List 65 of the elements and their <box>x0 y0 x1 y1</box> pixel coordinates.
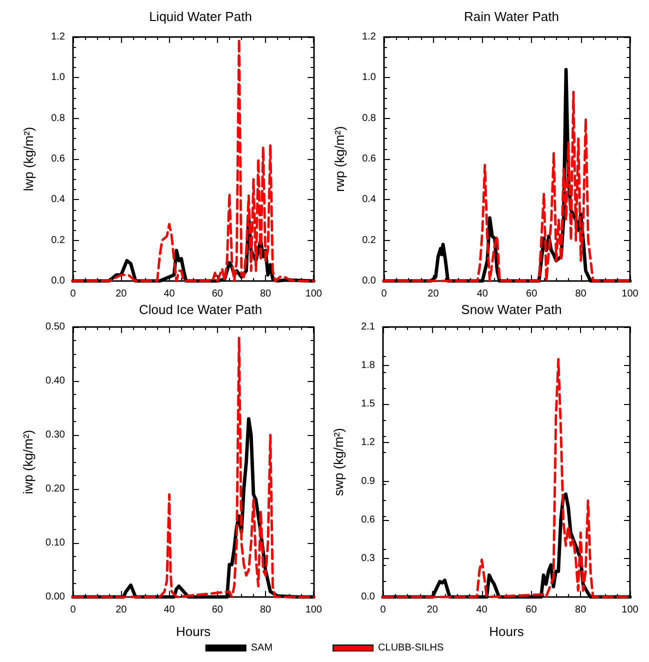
chart-title: Snow Water Path <box>461 302 562 317</box>
y-tick-label: 0.50 <box>46 322 66 332</box>
y-axis-title: rwp (kg/m²) <box>332 126 347 192</box>
x-tick-label: 60 <box>526 288 538 300</box>
x-tick-label: 40 <box>476 288 488 300</box>
y-tick-label: 0.30 <box>46 430 66 440</box>
chart-title: Liquid Water Path <box>149 9 252 24</box>
x-tick-label: 20 <box>428 288 440 300</box>
y-tick-label: 1.5 <box>361 398 376 410</box>
y-tick-label: 1.0 <box>51 72 66 84</box>
y-tick-label: 0.6 <box>361 514 376 526</box>
legend-label: SAM <box>250 642 273 654</box>
x-tick-label: 40 <box>164 288 176 300</box>
x-tick-label: 80 <box>575 604 587 616</box>
legend-label: CLUBB-SILHS <box>378 642 444 654</box>
x-tick-label: 80 <box>575 288 587 300</box>
y-axis-title: iwp (kg/m²) <box>20 430 36 494</box>
y-tick-label: 0.6 <box>362 154 376 164</box>
y-tick-label: 0.8 <box>51 112 66 124</box>
x-tick-label: 100 <box>305 604 322 616</box>
x-tick-label: 60 <box>526 604 538 616</box>
chart-title: Cloud Ice Water Path <box>138 302 262 317</box>
y-tick-label: 0.3 <box>361 552 376 564</box>
x-tick-label: 40 <box>164 604 176 616</box>
y-tick-label: 1.0 <box>362 72 376 84</box>
x-tick-label: 0 <box>380 604 386 616</box>
y-tick-label: 0.0 <box>51 276 66 286</box>
x-tick-label: 20 <box>116 604 128 616</box>
y-tick-label: 0.00 <box>46 592 66 602</box>
x-tick-label: 100 <box>305 288 322 300</box>
y-axis-title: swp (kg/m²) <box>331 428 346 496</box>
x-tick-label: 0 <box>70 604 76 616</box>
y-tick-label: 0.9 <box>361 476 376 487</box>
y-tick-label: 0.40 <box>46 376 66 386</box>
x-tick-label: 0 <box>70 288 76 300</box>
x-tick-label: 20 <box>426 604 438 616</box>
y-tick-label: 0.20 <box>46 484 66 494</box>
x-tick-label: 80 <box>260 604 272 616</box>
y-tick-label: 0.4 <box>51 194 66 206</box>
y-tick-label: 2.1 <box>361 322 376 332</box>
x-tick-label: 60 <box>212 604 224 616</box>
y-tick-label: 0.0 <box>362 276 376 286</box>
y-tick-label: 0.8 <box>362 112 376 124</box>
x-tick-label: 100 <box>622 604 639 616</box>
x-tick-label: 40 <box>476 604 488 616</box>
y-tick-label: 1.2 <box>362 32 376 42</box>
y-tick-label: 0.2 <box>51 234 66 246</box>
x-axis-title: Hours <box>489 624 524 639</box>
y-tick-label: 0.2 <box>362 234 376 246</box>
x-tick-label: 80 <box>260 288 272 300</box>
y-tick-label: 0.6 <box>51 154 66 164</box>
y-axis-title: lwp (kg/m²) <box>21 126 36 192</box>
y-tick-label: 0.4 <box>362 194 376 206</box>
x-tick-label: 60 <box>212 288 224 300</box>
x-tick-label: 100 <box>622 288 639 300</box>
y-tick-label: 1.2 <box>361 437 376 448</box>
x-tick-label: 0 <box>381 288 388 300</box>
x-tick-label: 20 <box>116 288 128 300</box>
y-tick-label: 0.10 <box>46 538 66 548</box>
line-series <box>72 38 315 282</box>
y-tick-label: 1.2 <box>51 32 66 42</box>
y-tick-label: 0.0 <box>361 592 376 602</box>
chart-title: Rain Water Path <box>464 9 559 24</box>
y-tick-label: 1.8 <box>361 360 376 372</box>
x-axis-title: Hours <box>176 624 212 639</box>
